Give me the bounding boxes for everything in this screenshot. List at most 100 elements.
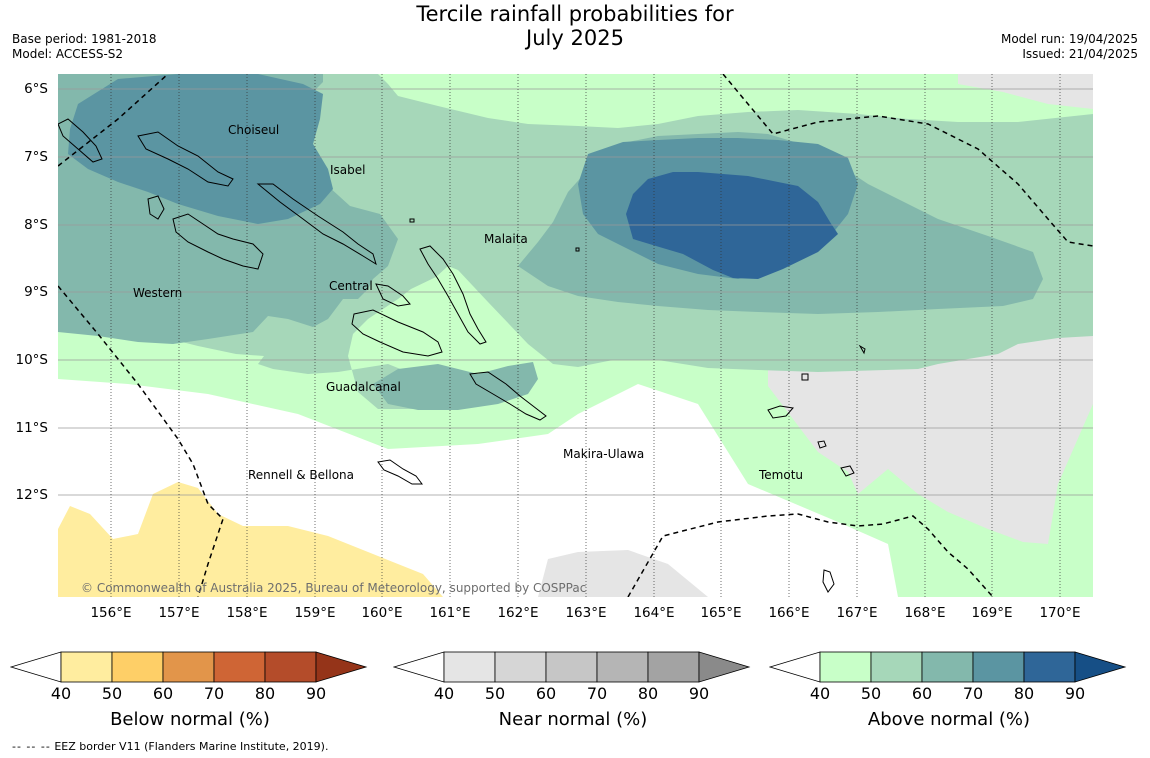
- colorbar-segment: [921, 651, 974, 683]
- anuta-islet: [858, 344, 866, 355]
- ontong-java-islet: [409, 218, 415, 223]
- tikopia-island: [822, 569, 835, 593]
- near-normal-colorbar: [393, 651, 751, 683]
- colorbar-tick-label: 60: [911, 684, 933, 703]
- choiseul-island: [137, 131, 234, 187]
- colorbar-segment: [213, 651, 266, 683]
- malaita-island: [419, 245, 487, 345]
- region-label: Makira-Ulawa: [563, 447, 645, 461]
- colorbar-extension-high: [315, 651, 368, 683]
- vanikoro-island: [840, 465, 855, 477]
- lon-label: 163°E: [565, 605, 607, 621]
- lon-label: 156°E: [90, 605, 132, 621]
- below-normal-colorbar: [10, 651, 368, 683]
- colorbar-tick-label: 80: [637, 684, 659, 703]
- eez-legend-text: EEZ border V11 (Flanders Marine Institut…: [54, 740, 329, 753]
- colorbar-segment: [162, 651, 215, 683]
- colorbar-tick-label: 80: [1013, 684, 1035, 703]
- issued-date: Issued: 21/04/2025: [1022, 47, 1138, 61]
- colorbar-tick-label: 50: [101, 684, 123, 703]
- lon-label: 164°E: [633, 605, 675, 621]
- island-outlines: [58, 118, 866, 593]
- lon-label: 158°E: [226, 605, 268, 621]
- near-normal-colorbar-title: Near normal (%): [498, 709, 648, 730]
- colorbar-tick-label: 50: [484, 684, 506, 703]
- guadalcanal-island: [351, 309, 443, 357]
- above-normal-60-70-zone: [373, 362, 538, 410]
- lat-gridlines: [58, 88, 1093, 496]
- meta-right: Model run: 19/04/2025 Issued: 21/04/2025: [1001, 32, 1138, 62]
- lat-label: 7°S: [24, 149, 48, 165]
- copyright-notice: © Commonwealth of Australia 2025, Bureau…: [81, 581, 586, 595]
- colorbar-segment: [264, 651, 317, 683]
- lat-label: 6°S: [24, 81, 48, 97]
- lon-label: 170°E: [1039, 605, 1081, 621]
- colorbar-tick-label: 40: [50, 684, 72, 703]
- lon-label: 161°E: [429, 605, 471, 621]
- near-normal-40-50-zone: [538, 550, 708, 597]
- ranongga-island: [58, 118, 103, 163]
- santa-cruz-island: [767, 405, 794, 419]
- lon-label: 159°E: [294, 605, 336, 621]
- colorbar-tick-label: 60: [535, 684, 557, 703]
- region-label: Isabel: [330, 163, 366, 177]
- colorbar-tick-label: 50: [860, 684, 882, 703]
- vella-lavella-island: [147, 195, 165, 220]
- base-period: Base period: 1981-2018: [12, 32, 157, 46]
- lon-label: 162°E: [497, 605, 539, 621]
- region-label: Rennell & Bellona: [248, 468, 355, 482]
- sikaiana-islet: [575, 247, 580, 252]
- region-label: Choiseul: [228, 123, 280, 137]
- colorbar-tick-label: 40: [809, 684, 831, 703]
- below-normal-40-50-zone: [58, 482, 443, 597]
- region-label: Western: [133, 286, 183, 300]
- colorbar-tick-label: 80: [254, 684, 276, 703]
- above-normal-colorbar: [769, 651, 1127, 683]
- lat-label: 8°S: [24, 217, 48, 233]
- colorbar-tick-label: 90: [1064, 684, 1086, 703]
- title-line-2: July 2025: [526, 26, 624, 50]
- above-normal-80-90-zone: [626, 172, 838, 279]
- colorbar-extension-low: [393, 651, 445, 683]
- rainfall-probability-map: © Commonwealth of Australia 2025, Bureau…: [58, 74, 1093, 597]
- near-normal-40-50-zone: [958, 74, 1093, 109]
- lat-label: 9°S: [24, 284, 48, 300]
- colorbar-segment: [1023, 651, 1076, 683]
- colorbar-tick-label: 90: [688, 684, 710, 703]
- reef-islands: [801, 373, 809, 381]
- colorbar-segment: [494, 651, 547, 683]
- colorbar-tick-label: 60: [152, 684, 174, 703]
- colorbar-tick-label: 40: [433, 684, 455, 703]
- colorbar-segment: [443, 651, 496, 683]
- lon-label: 165°E: [700, 605, 742, 621]
- model-run: Model run: 19/04/2025: [1000, 32, 1138, 46]
- near-normal-40-50-zone: [768, 336, 1093, 544]
- new-georgia-island: [172, 213, 264, 270]
- makira-island: [469, 371, 547, 421]
- lat-label: 12°S: [15, 487, 49, 503]
- colorbar-segment: [111, 651, 164, 683]
- footer-note: -- -- -- EEZ border V11 (Flanders Marine…: [12, 740, 328, 753]
- region-label: Central: [329, 279, 373, 293]
- colorbar-extension-high: [698, 651, 751, 683]
- lon-label: 160°E: [361, 605, 403, 621]
- lon-label: 168°E: [904, 605, 946, 621]
- colorbar-tick-label: 70: [962, 684, 984, 703]
- above-normal-70-80-zone: [68, 74, 333, 224]
- rennell-island: [377, 459, 423, 485]
- lon-label: 169°E: [971, 605, 1013, 621]
- lon-label: 167°E: [836, 605, 878, 621]
- colorbar-extension-low: [10, 651, 62, 683]
- colorbar-segment: [545, 651, 598, 683]
- lon-label: 157°E: [158, 605, 200, 621]
- lon-label: 166°E: [768, 605, 810, 621]
- eez-legend-dashes: -- -- --: [12, 740, 51, 753]
- colorbar-extension-low: [769, 651, 821, 683]
- isabel-island: [256, 183, 377, 266]
- meta-left: Base period: 1981-2018 Model: ACCESS-S2: [12, 32, 157, 62]
- colorbar-extension-high: [1074, 651, 1127, 683]
- colorbar-segment: [647, 651, 700, 683]
- colorbar-segment: [819, 651, 872, 683]
- eez-border: [58, 74, 1093, 597]
- region-label: Guadalcanal: [326, 380, 401, 394]
